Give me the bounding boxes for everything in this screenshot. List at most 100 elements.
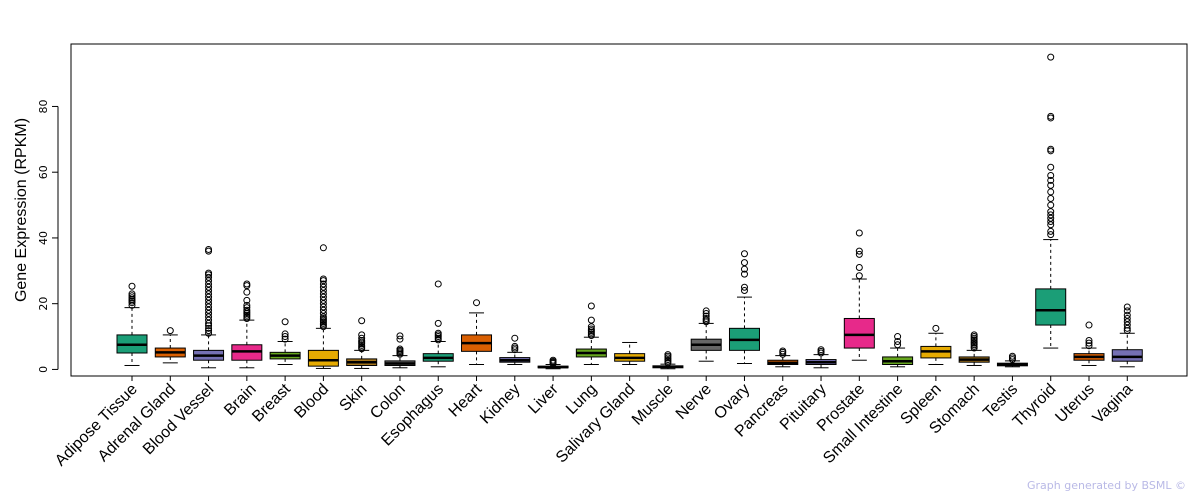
- box-skin: [346, 317, 378, 369]
- outlier-point: [205, 296, 213, 304]
- outlier-point: [1047, 181, 1055, 189]
- outlier-point: [1047, 163, 1055, 171]
- box-blood-vessel: [193, 245, 225, 369]
- box-brain: [231, 280, 263, 369]
- outlier-point: [243, 280, 251, 288]
- box-pancreas: [767, 347, 799, 368]
- outlier-point: [855, 250, 863, 258]
- outlier-point: [970, 331, 978, 339]
- outlier-point: [1008, 352, 1016, 360]
- x-label-liver: Liver: [525, 380, 562, 417]
- outlier-point: [205, 293, 213, 301]
- outlier-point: [243, 306, 251, 314]
- outlier-point: [855, 264, 863, 272]
- outlier-point: [319, 300, 327, 308]
- outlier-point: [1123, 324, 1131, 332]
- outlier-point: [205, 327, 213, 335]
- outlier-point: [932, 324, 940, 332]
- outlier-point: [740, 265, 748, 273]
- outlier-point: [319, 290, 327, 298]
- outlier-point: [1123, 321, 1131, 329]
- outlier-point: [319, 310, 327, 318]
- outlier-point: [549, 356, 557, 364]
- outlier-point: [205, 319, 213, 327]
- outlier-point: [205, 303, 213, 311]
- outlier-point: [855, 229, 863, 237]
- outlier-point: [779, 350, 787, 358]
- box-colon: [384, 332, 416, 369]
- outlier-point: [1047, 112, 1055, 120]
- outlier-point: [1047, 145, 1055, 153]
- outlier-point: [319, 296, 327, 304]
- outlier-point: [740, 250, 748, 258]
- outlier-point: [205, 316, 213, 324]
- outlier-point: [205, 306, 213, 314]
- outlier-point: [205, 329, 213, 337]
- outlier-point: [396, 335, 404, 343]
- outlier-point: [1123, 303, 1131, 311]
- outlier-point: [779, 347, 787, 355]
- y-tick-label: 60: [37, 165, 50, 179]
- outlier-point: [1047, 201, 1055, 209]
- box-muscle: [652, 351, 684, 370]
- outlier-point: [587, 323, 595, 331]
- outlier-point: [128, 290, 136, 298]
- boxes-layer: [116, 53, 1143, 370]
- box-iqr: [1035, 288, 1067, 326]
- outlier-point: [319, 293, 327, 301]
- outlier-point: [1047, 227, 1055, 235]
- box-liver: [537, 356, 569, 370]
- box-kidney: [499, 334, 531, 365]
- outlier-point: [434, 319, 442, 327]
- outlier-point: [205, 273, 213, 281]
- credit-text: Graph generated by BSML ©: [1027, 479, 1186, 492]
- outlier-point: [1123, 307, 1131, 315]
- box-vagina: [1111, 303, 1143, 368]
- x-label-skin: Skin: [336, 381, 370, 415]
- outlier-point: [1085, 336, 1093, 344]
- outlier-point: [205, 313, 213, 321]
- outlier-point: [128, 292, 136, 300]
- outlier-point: [894, 337, 902, 345]
- box-adrenal-gland: [154, 327, 186, 364]
- y-tick-label: 20: [37, 297, 50, 311]
- outlier-point: [205, 300, 213, 308]
- outlier-point: [1123, 314, 1131, 322]
- box-iqr: [1111, 349, 1143, 362]
- outlier-point: [1047, 188, 1055, 196]
- outlier-point: [205, 290, 213, 298]
- outlier-point: [243, 301, 251, 309]
- outlier-point: [205, 310, 213, 318]
- outlier-point: [1123, 318, 1131, 326]
- box-lung: [575, 302, 607, 365]
- outlier-point: [319, 303, 327, 311]
- box-adipose-tissue: [116, 282, 148, 366]
- box-uterus: [1073, 321, 1105, 366]
- box-prostate: [843, 229, 875, 361]
- outlier-point: [1085, 321, 1093, 329]
- outlier-point: [1047, 221, 1055, 229]
- outlier-point: [1047, 176, 1055, 184]
- outlier-point: [511, 342, 519, 350]
- outlier-point: [702, 307, 710, 315]
- outlier-point: [587, 325, 595, 333]
- outlier-point: [319, 287, 327, 295]
- outlier-point: [702, 312, 710, 320]
- box-ovary: [728, 250, 760, 365]
- y-axis: 0 20 40 60 80: [37, 99, 59, 373]
- outlier-point: [281, 333, 289, 341]
- outlier-point: [1047, 231, 1055, 239]
- outlier-point: [1047, 53, 1055, 61]
- x-label-vagina: Vagina: [1090, 381, 1136, 427]
- outlier-point: [855, 247, 863, 255]
- x-label-uterus: Uterus: [1052, 381, 1097, 426]
- box-thyroid: [1035, 53, 1067, 349]
- outlier-point: [396, 332, 404, 340]
- x-label-muscle: Muscle: [629, 381, 677, 429]
- box-pituitary: [805, 346, 837, 369]
- outlier-point: [1085, 342, 1093, 350]
- outlier-point: [396, 345, 404, 353]
- outlier-point: [1047, 218, 1055, 226]
- outlier-point: [1047, 208, 1055, 216]
